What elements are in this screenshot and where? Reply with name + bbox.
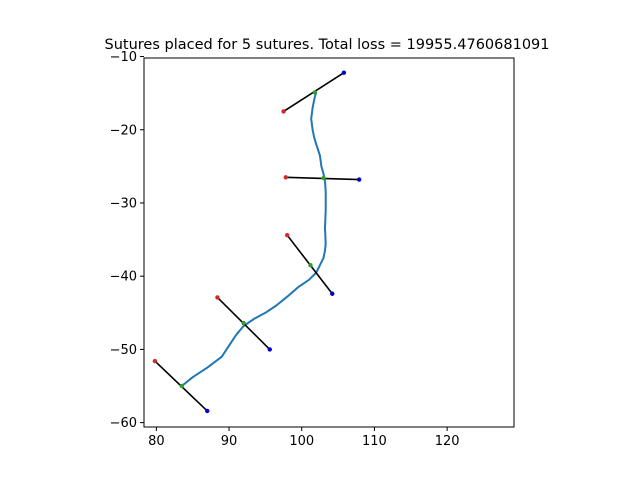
x-tick-label: 110 [362,434,387,449]
chart-title: Sutures placed for 5 sutures. Total loss… [105,37,550,53]
center-point [312,90,318,95]
y-tick-label: −40 [110,270,137,285]
insertion-point [215,295,220,300]
wound-line [181,92,327,387]
insertion-point [283,175,288,180]
axes-frame [143,57,515,428]
extraction-point [356,177,362,182]
suture-2 [283,175,362,182]
insertion-point [152,358,158,364]
axes-layer: 80 90 100 110 120 −10 −20 −30 −40 −50 −60 [110,50,515,449]
extraction-point [267,347,272,352]
extraction-point [205,408,210,414]
y-tick-label: −20 [110,123,137,138]
x-tick-label: 100 [289,434,314,449]
suture-1 [281,70,347,114]
y-tick-label: −30 [110,196,137,211]
center-point [308,262,313,268]
center-point [321,175,326,181]
plot-area [144,58,514,427]
insertion-point [285,232,290,238]
insertion-point [281,109,286,114]
y-tick-label: −60 [110,416,137,431]
x-tick-label: 120 [435,434,460,449]
x-tick-label: 80 [148,434,165,449]
suture-layer [152,70,362,414]
x-tick-label: 90 [221,434,238,449]
extraction-point [330,291,335,296]
y-tick-label: −50 [110,343,137,358]
suture-3 [285,232,335,296]
suture-4 [215,295,272,352]
suture-5 [152,358,210,414]
extraction-point [341,70,347,75]
center-point [241,320,246,326]
y-tick-label: −10 [110,50,137,65]
center-point [179,383,184,389]
wound-layer [181,92,327,387]
